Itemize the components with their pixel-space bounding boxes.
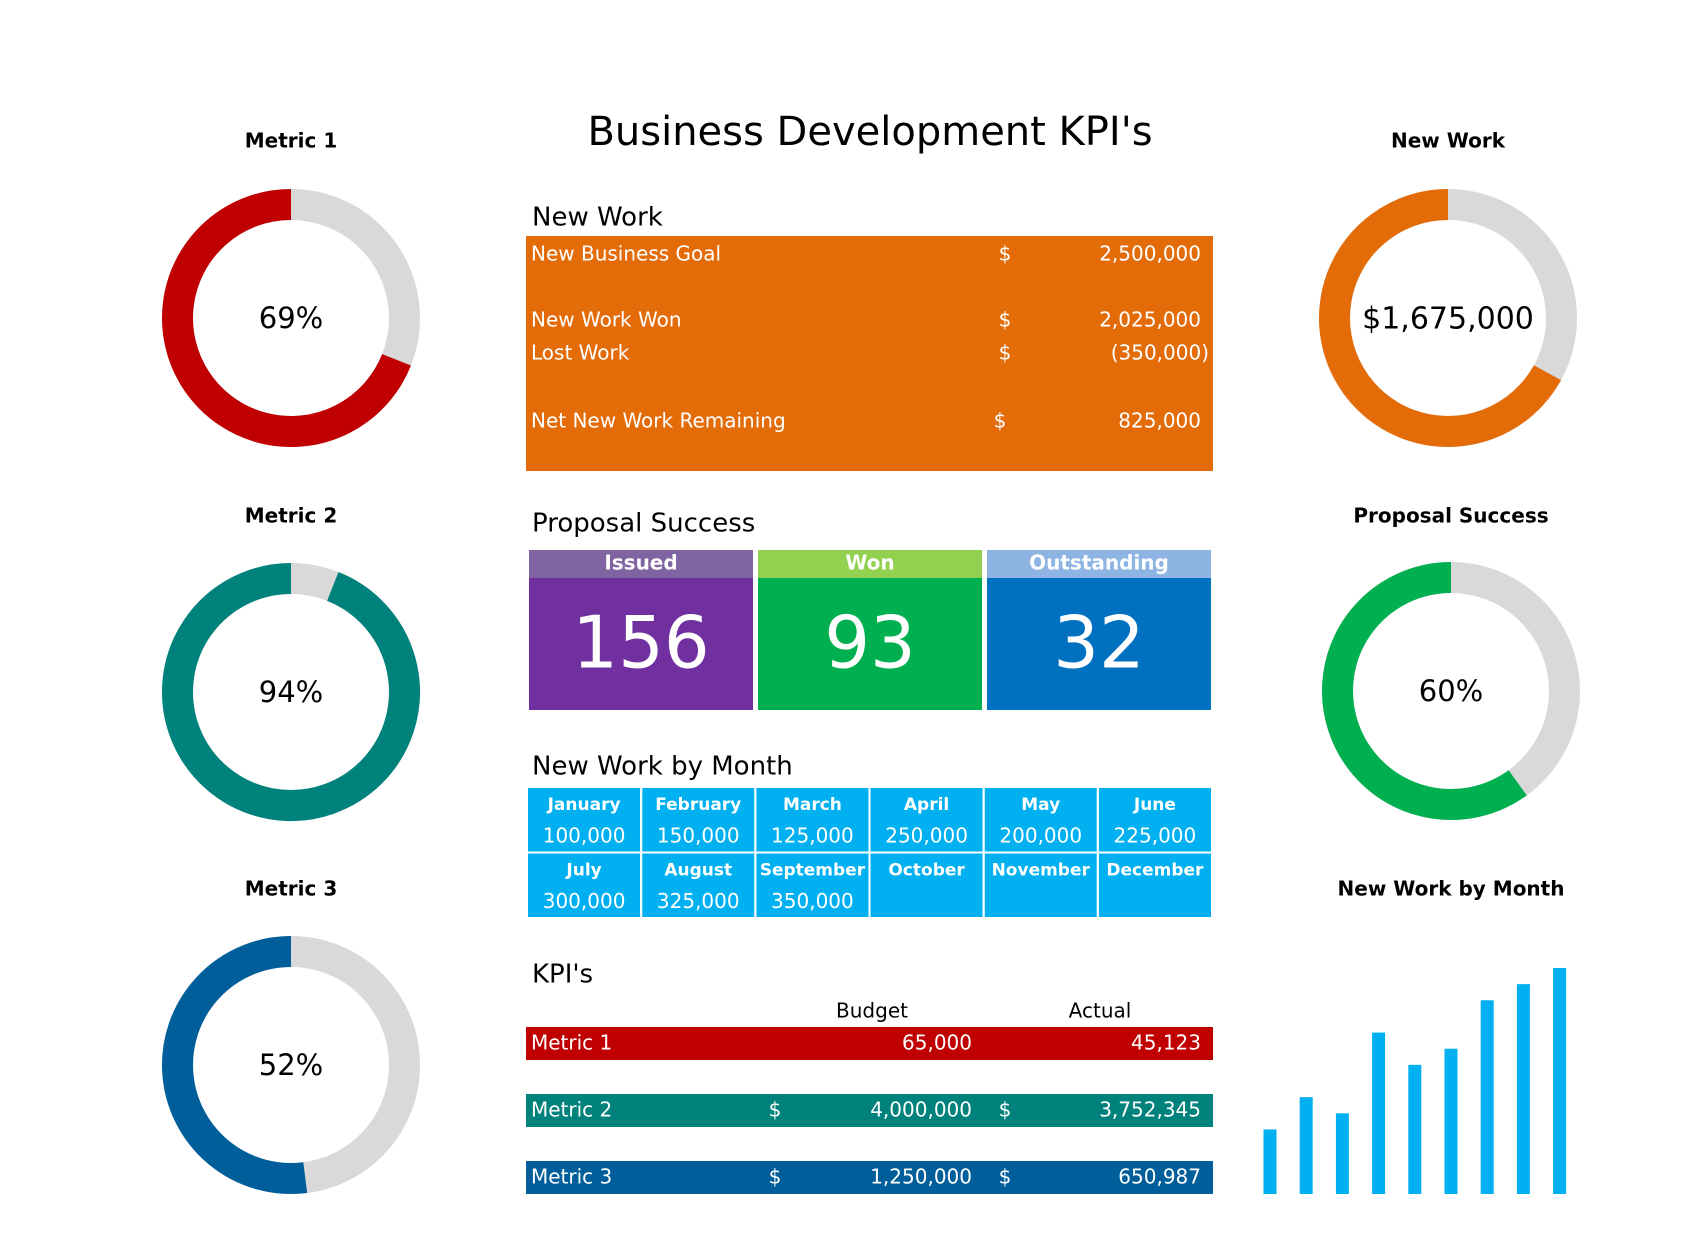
kpi-actual: 45,123	[1131, 1031, 1201, 1055]
month-name: November	[992, 861, 1091, 881]
row-amount: (350,000)	[1111, 341, 1209, 365]
tile-header	[529, 550, 753, 578]
month-name: April	[904, 795, 949, 815]
bar	[1408, 1064, 1422, 1194]
bar	[1335, 1113, 1349, 1194]
tile-value: 93	[824, 601, 916, 685]
row-label: Lost Work	[531, 341, 630, 365]
tile-value: 156	[572, 601, 709, 685]
kpi-label: Metric 2	[531, 1098, 612, 1122]
month-amount: 325,000	[657, 889, 740, 913]
kpi-actual: 650,987	[1118, 1165, 1201, 1189]
kpi-label: Metric 3	[531, 1165, 612, 1189]
donut-label: 60%	[1419, 674, 1483, 708]
month-amount: 150,000	[657, 824, 740, 848]
donut-label: 69%	[259, 301, 323, 335]
month-amount: 225,000	[1114, 824, 1197, 848]
row-label: Net New Work Remaining	[531, 409, 786, 433]
bar	[1444, 1048, 1458, 1194]
tile-header	[987, 550, 1211, 578]
dashboard-title: Business Development KPI's	[587, 109, 1152, 155]
tile-label: Won	[845, 551, 894, 575]
month-amount: 125,000	[771, 824, 854, 848]
currency-symbol: $	[999, 242, 1012, 266]
row-amount: 2,500,000	[1099, 242, 1201, 266]
donut-arc	[162, 563, 420, 821]
row-label: New Work Won	[531, 308, 682, 332]
kpi-row	[526, 1027, 1213, 1060]
tile-value: 32	[1053, 601, 1145, 685]
currency-symbol: $	[999, 308, 1012, 332]
month-name: February	[655, 795, 741, 815]
donut-arc	[1322, 562, 1527, 820]
month-name: July	[565, 861, 601, 881]
donut-label: 52%	[259, 1048, 323, 1082]
kpi-row	[526, 1161, 1213, 1194]
donut-title: New Work	[1391, 129, 1506, 153]
month-name: January	[547, 795, 621, 815]
currency-symbol: $	[999, 1098, 1012, 1122]
section-heading: New Work by Month	[532, 752, 793, 782]
bar	[1299, 1097, 1313, 1194]
row-amount: 2,025,000	[1099, 308, 1201, 332]
tile-label: Issued	[604, 551, 677, 575]
kpi-label: Metric 1	[531, 1031, 612, 1055]
kpi-row	[526, 1094, 1213, 1127]
kpi-actual: 3,752,345	[1099, 1098, 1201, 1122]
month-name: December	[1106, 861, 1204, 881]
section-heading: KPI's	[532, 960, 593, 990]
bar-chart-title: New Work by Month	[1338, 877, 1565, 901]
kpi-budget: 1,250,000	[870, 1165, 972, 1189]
tile-body	[529, 578, 753, 710]
month-name: October	[888, 861, 965, 881]
section-heading: Proposal Success	[532, 509, 755, 539]
bar	[1263, 1129, 1277, 1194]
column-header: Budget	[836, 999, 908, 1023]
donut-arc	[161, 936, 308, 1194]
donut-title: Proposal Success	[1353, 504, 1548, 528]
donut-label: $1,675,000	[1362, 302, 1534, 337]
month-name: September	[760, 861, 866, 881]
bar	[1516, 984, 1530, 1194]
donut-title: Metric 2	[245, 504, 337, 528]
donut-label: 94%	[259, 675, 323, 709]
month-name: June	[1133, 795, 1176, 815]
new-work-panel	[526, 236, 1213, 471]
tile-body	[758, 578, 982, 710]
kpi-budget: 4,000,000	[870, 1098, 972, 1122]
donut-title: Metric 1	[245, 129, 337, 153]
row-amount: 825,000	[1118, 409, 1201, 433]
month-name: May	[1021, 795, 1060, 815]
donut-arc	[1319, 189, 1562, 447]
kpi-budget: 65,000	[902, 1031, 972, 1055]
month-amount: 250,000	[885, 824, 968, 848]
column-header: Actual	[1069, 999, 1132, 1023]
currency-symbol: $	[769, 1098, 782, 1122]
bar	[1480, 1000, 1494, 1194]
month-name: August	[664, 861, 732, 881]
donut-title: Metric 3	[245, 877, 337, 901]
tile-body	[987, 578, 1211, 710]
month-amount: 350,000	[771, 889, 854, 913]
currency-symbol: $	[999, 341, 1012, 365]
month-amount: 100,000	[543, 824, 626, 848]
donut-arc	[162, 189, 411, 447]
month-name: March	[783, 795, 842, 815]
currency-symbol: $	[999, 1165, 1012, 1189]
month-amount: 300,000	[543, 889, 626, 913]
tile-header	[758, 550, 982, 578]
currency-symbol: $	[994, 409, 1007, 433]
section-heading: New Work	[532, 203, 663, 233]
row-label: New Business Goal	[531, 242, 721, 266]
month-cell	[1096, 851, 1214, 919]
month-amount: 200,000	[999, 824, 1082, 848]
bar	[1553, 968, 1567, 1194]
tile-label: Outstanding	[1029, 551, 1169, 575]
bar	[1372, 1032, 1386, 1194]
currency-symbol: $	[769, 1165, 782, 1189]
